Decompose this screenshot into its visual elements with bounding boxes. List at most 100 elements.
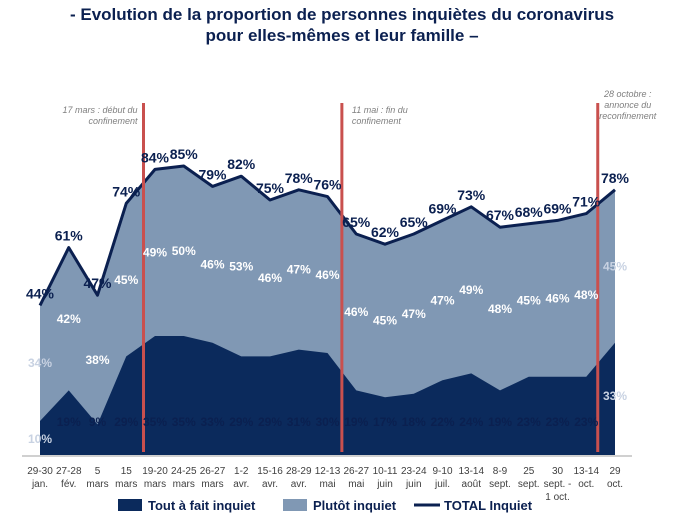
plutot-inquiet-label: 46% <box>258 271 282 285</box>
plutot-inquiet-label: 48% <box>488 302 512 316</box>
x-tick-label: 5 <box>95 466 101 477</box>
x-tick-label: mars <box>115 479 137 490</box>
total-inquiet-label: 61% <box>55 228 84 244</box>
x-tick-label: mai <box>348 479 364 490</box>
chart-title-line-2: pour elles-mêmes et leur famille – <box>205 26 479 45</box>
x-tick-label: 29 <box>609 466 621 477</box>
plutot-inquiet-label: 53% <box>229 259 253 273</box>
x-tick-label: 10-11 <box>373 466 398 477</box>
tout-a-fait-label: 30% <box>315 415 339 429</box>
event-label: annonce du <box>604 100 651 110</box>
event-label: 11 mai : fin du <box>352 105 408 115</box>
x-tick-label: 15-16 <box>257 466 283 477</box>
total-inquiet-label: 75% <box>256 180 285 196</box>
x-tick-label: 1 oct. <box>545 492 569 503</box>
x-tick-label: sept. <box>518 479 540 490</box>
tout-a-fait-label: 23% <box>517 415 541 429</box>
x-tick-label: 8-9 <box>493 466 508 477</box>
total-inquiet-label: 74% <box>112 183 141 199</box>
plutot-inquiet-label: 46% <box>545 292 569 306</box>
total-inquiet-label: 47% <box>83 275 112 291</box>
plutot-inquiet-label: 45% <box>603 259 627 273</box>
x-tick-label: juin <box>376 479 393 490</box>
x-tick-label: 1-2 <box>234 466 249 477</box>
plutot-inquiet-label: 42% <box>57 312 81 326</box>
total-inquiet-label: 68% <box>515 204 544 220</box>
event-label: 28 octobre : <box>603 89 652 99</box>
total-inquiet-label: 84% <box>141 149 170 165</box>
tout-a-fait-label: 31% <box>287 415 311 429</box>
x-tick-label: oct. <box>578 479 594 490</box>
total-inquiet-label: 67% <box>486 207 515 223</box>
legend-swatch <box>118 499 142 511</box>
x-tick-label: jan. <box>31 479 48 490</box>
legend-label: TOTAL Inquiet <box>444 498 533 513</box>
plutot-inquiet-label: 49% <box>459 283 483 297</box>
tout-a-fait-label: 19% <box>344 415 368 429</box>
x-tick-label: fév. <box>61 479 76 490</box>
plutot-inquiet-label: 38% <box>85 353 109 367</box>
tout-a-fait-label: 29% <box>258 415 282 429</box>
plutot-inquiet-label: 47% <box>287 263 311 277</box>
total-inquiet-label: 82% <box>227 156 256 172</box>
total-inquiet-label: 78% <box>601 170 630 186</box>
plutot-inquiet-label: 45% <box>517 293 541 307</box>
x-tick-label: juil. <box>434 479 450 490</box>
x-tick-label: avr. <box>291 479 307 490</box>
total-inquiet-label: 44% <box>26 285 55 301</box>
tout-a-fait-label: 19% <box>488 415 512 429</box>
x-tick-label: mars <box>173 479 195 490</box>
x-tick-label: 24-25 <box>171 466 197 477</box>
event-label: reconfinement <box>599 111 657 121</box>
x-tick-label: 19-20 <box>142 466 168 477</box>
x-tick-label: 29-30 <box>27 466 53 477</box>
total-inquiet-label: 62% <box>371 224 400 240</box>
tout-a-fait-label: 23% <box>545 415 569 429</box>
x-tick-label: 26-27 <box>200 466 226 477</box>
legend-label: Tout à fait inquiet <box>148 498 256 513</box>
plutot-inquiet-label: 46% <box>344 305 368 319</box>
x-tick-label: mai <box>319 479 335 490</box>
x-tick-label: août <box>462 479 482 490</box>
x-tick-label: mars <box>144 479 166 490</box>
total-inquiet-label: 78% <box>285 170 314 186</box>
x-tick-label: sept. - <box>544 479 572 490</box>
plutot-inquiet-label: 45% <box>373 314 397 328</box>
tout-a-fait-label: 24% <box>459 415 483 429</box>
total-inquiet-label: 71% <box>572 194 601 210</box>
tout-a-fait-label: 17% <box>373 415 397 429</box>
event-label: confinement <box>88 116 138 126</box>
tout-a-fait-label: 23% <box>574 415 598 429</box>
chart-title-line-1: - Evolution de la proportion de personne… <box>69 5 615 24</box>
x-tick-label: avr. <box>262 479 278 490</box>
tout-a-fait-label: 18% <box>402 415 426 429</box>
total-inquiet-label: 69% <box>428 200 457 216</box>
tout-a-fait-label: 35% <box>143 415 167 429</box>
plutot-inquiet-label: 50% <box>172 244 196 258</box>
plutot-inquiet-label: 46% <box>200 258 224 272</box>
x-tick-label: 28-29 <box>286 466 312 477</box>
x-tick-label: avr. <box>233 479 249 490</box>
total-inquiet-label: 69% <box>543 200 572 216</box>
tout-a-fait-label: 19% <box>57 415 81 429</box>
legend-label: Plutôt inquiet <box>313 498 397 513</box>
total-inquiet-label: 85% <box>170 146 199 162</box>
x-tick-label: 13-14 <box>458 466 484 477</box>
total-inquiet-line <box>38 164 616 307</box>
tout-a-fait-label: 9% <box>89 415 107 429</box>
x-tick-label: 9-10 <box>432 466 452 477</box>
event-label: confinement <box>352 116 402 126</box>
x-tick-label: 25 <box>523 466 535 477</box>
plutot-inquiet-label: 34% <box>28 356 52 370</box>
x-tick-label: 26-27 <box>343 466 369 477</box>
event-label: 17 mars : début du <box>62 105 137 115</box>
x-tick-label: 27-28 <box>56 466 82 477</box>
tout-a-fait-label: 35% <box>172 415 196 429</box>
plutot-inquiet-label: 47% <box>430 293 454 307</box>
tout-a-fait-label: 29% <box>114 415 138 429</box>
x-tick-label: 30 <box>552 466 564 477</box>
tout-a-fait-label: 29% <box>229 415 253 429</box>
x-tick-label: sept. <box>489 479 511 490</box>
legend-swatch <box>283 499 307 511</box>
